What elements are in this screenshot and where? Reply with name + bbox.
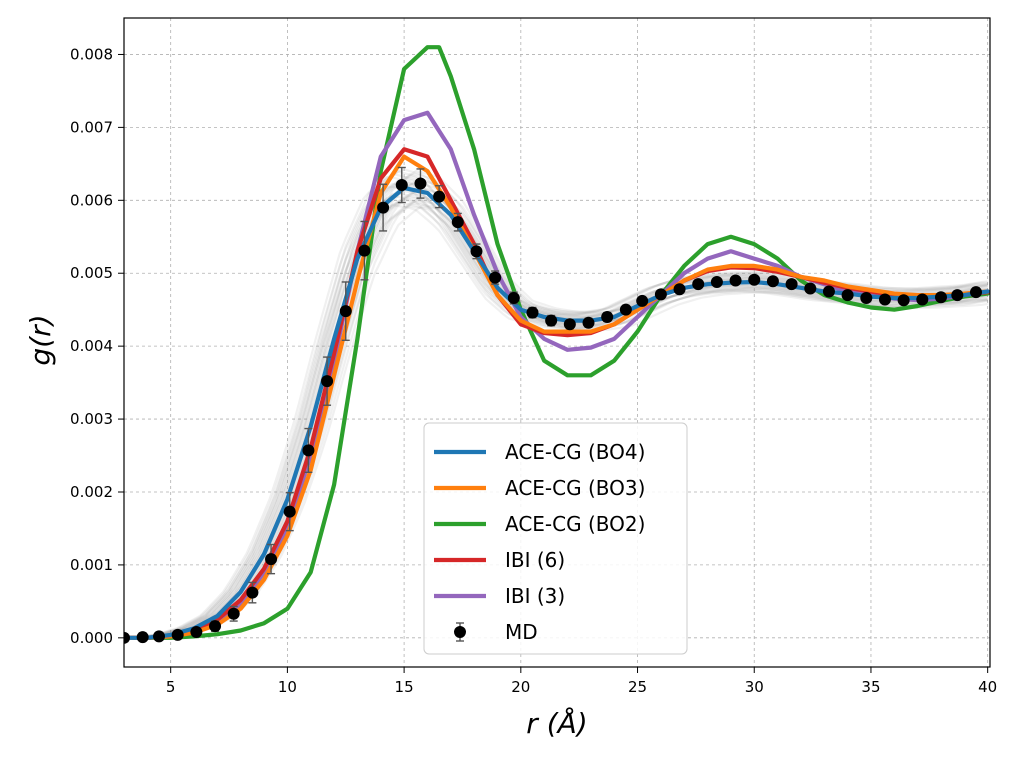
md-point (969, 286, 982, 299)
md-point (545, 314, 558, 327)
y-tick-label: 0.001 (70, 556, 113, 574)
md-point (265, 553, 278, 566)
y-tick-label: 0.003 (70, 410, 113, 428)
md-point (302, 444, 315, 457)
md-point (339, 305, 352, 318)
md-point (395, 178, 408, 191)
md-point (246, 586, 259, 599)
md-point (507, 292, 520, 305)
md-points (124, 166, 982, 644)
md-point (451, 216, 464, 229)
md-point (563, 318, 576, 331)
md-point (489, 271, 502, 284)
md-point (526, 306, 539, 319)
md-point (841, 289, 854, 302)
y-tick-label: 0.007 (70, 118, 113, 136)
x-tick-label: 25 (628, 678, 647, 696)
md-point (414, 177, 427, 190)
series-line-ace-cg-bo3 (124, 154, 990, 640)
y-tick-label: 0.005 (70, 264, 113, 282)
y-tick-label: 0.002 (70, 483, 113, 501)
md-point (209, 620, 222, 633)
y-tick-label: 0.000 (70, 629, 113, 647)
legend-label: IBI (3) (505, 584, 565, 608)
md-point (582, 316, 595, 329)
legend-label: MD (505, 620, 538, 644)
y-axis-label: g(r) (24, 314, 57, 365)
md-point (433, 190, 446, 203)
series-line-ace-cg-bo2 (124, 45, 990, 640)
x-tick-label: 35 (861, 678, 880, 696)
legend-box (423, 422, 688, 655)
md-point (153, 630, 166, 643)
md-point (692, 278, 705, 291)
md-point (636, 294, 649, 307)
md-point (227, 607, 240, 620)
md-point (190, 625, 203, 638)
legend-label: IBI (6) (505, 548, 565, 572)
x-tick-label: 20 (511, 678, 530, 696)
legend-label: ACE-CG (BO3) (505, 476, 645, 500)
legend-label: ACE-CG (BO4) (505, 440, 645, 464)
x-axis-ticks: 5 10 15 20 25 30 35 40 (166, 667, 997, 696)
md-point (748, 273, 761, 286)
x-axis-label: r (Å) (526, 706, 587, 740)
md-point (951, 289, 964, 302)
md-point (470, 245, 483, 258)
md-point (136, 631, 149, 644)
md-point (673, 283, 686, 296)
legend-label: ACE-CG (BO2) (505, 512, 645, 536)
md-point (897, 294, 910, 307)
md-point (171, 628, 184, 641)
x-tick-label: 40 (978, 678, 997, 696)
md-point (766, 275, 779, 288)
legend: ACE-CG (BO4) ACE-CG (BO3) ACE-CG (BO2) IBI … (423, 422, 688, 655)
md-point (654, 288, 667, 301)
md-point (916, 293, 929, 306)
md-point (358, 244, 371, 257)
md-point (710, 275, 723, 288)
md-point (804, 282, 817, 295)
md-point (321, 375, 334, 388)
md-point (934, 291, 947, 304)
legend-md-marker (454, 626, 466, 638)
md-point (878, 293, 891, 306)
md-point (619, 303, 632, 316)
md-point (283, 505, 296, 518)
x-tick-label: 5 (166, 678, 176, 696)
md-point (785, 278, 798, 291)
y-tick-label: 0.008 (70, 45, 113, 63)
md-point (822, 285, 835, 298)
x-tick-label: 10 (278, 678, 297, 696)
md-point (377, 201, 390, 214)
md-point (124, 631, 130, 644)
y-tick-label: 0.006 (70, 191, 113, 209)
x-tick-label: 30 (745, 678, 764, 696)
plot-frame (123, 17, 991, 668)
y-axis-ticks: 0.000 0.001 0.002 0.003 0.004 0.005 0.006 0.007… (70, 45, 124, 647)
y-tick-label: 0.004 (70, 337, 113, 355)
md-point (601, 310, 614, 323)
md-point (860, 292, 873, 305)
x-tick-label: 15 (395, 678, 414, 696)
md-point (729, 274, 742, 287)
